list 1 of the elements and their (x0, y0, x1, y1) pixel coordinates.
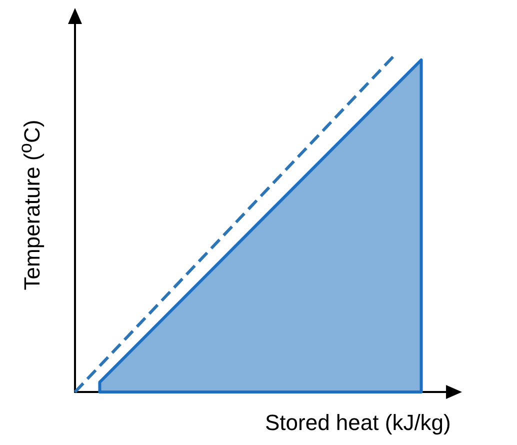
x-axis-title: Stored heat (kJ/kg) (265, 410, 451, 436)
